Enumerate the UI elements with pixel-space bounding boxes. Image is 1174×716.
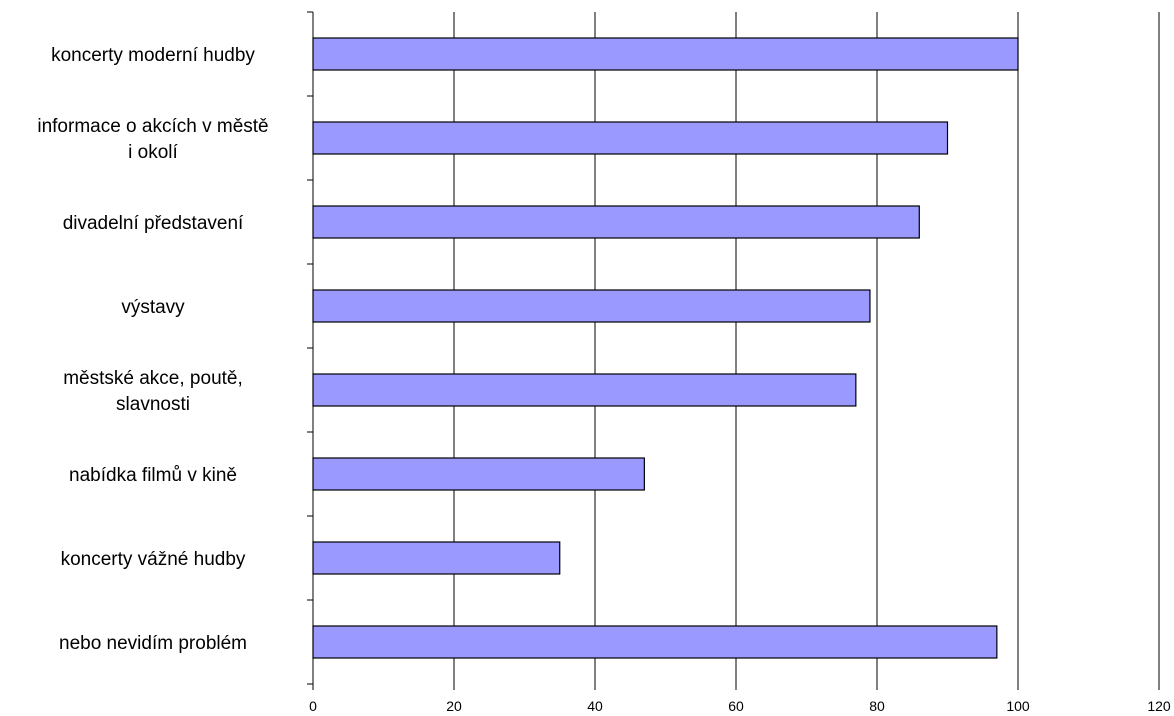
category-label: koncerty moderní hudby (51, 45, 255, 66)
category-label: výstavy (121, 297, 185, 318)
bar (312, 457, 645, 491)
bar (312, 373, 857, 407)
category-label: nebo nevidím problém (59, 633, 247, 654)
x-tick-label: 60 (728, 698, 744, 714)
x-tick-labels: 0 20 40 60 80 100 120 (309, 698, 1171, 714)
x-tick-label: 100 (1006, 698, 1030, 714)
bar (312, 289, 871, 323)
category-label: divadelní představení (63, 213, 244, 234)
bar (312, 541, 561, 575)
bar (312, 205, 920, 239)
x-tick-label: 20 (446, 698, 462, 714)
bars (312, 37, 1019, 659)
bar (312, 625, 998, 659)
category-label: městské akce, poutě, slavnosti (63, 368, 243, 415)
x-tick-label: 0 (309, 698, 317, 714)
bar (312, 121, 949, 155)
category-labels: koncerty moderní hudby informace o akcích… (37, 45, 268, 654)
x-tick-label: 120 (1147, 698, 1171, 714)
axes (307, 11, 1160, 690)
x-tick-label: 40 (587, 698, 603, 714)
gridlines (453, 12, 1160, 684)
category-label: informace o akcích v městě i okolí (37, 116, 268, 163)
category-label: koncerty vážné hudby (61, 549, 246, 570)
x-tick-label: 80 (869, 698, 885, 714)
bar (312, 37, 1019, 71)
category-label: nabídka filmů v kině (69, 465, 237, 486)
